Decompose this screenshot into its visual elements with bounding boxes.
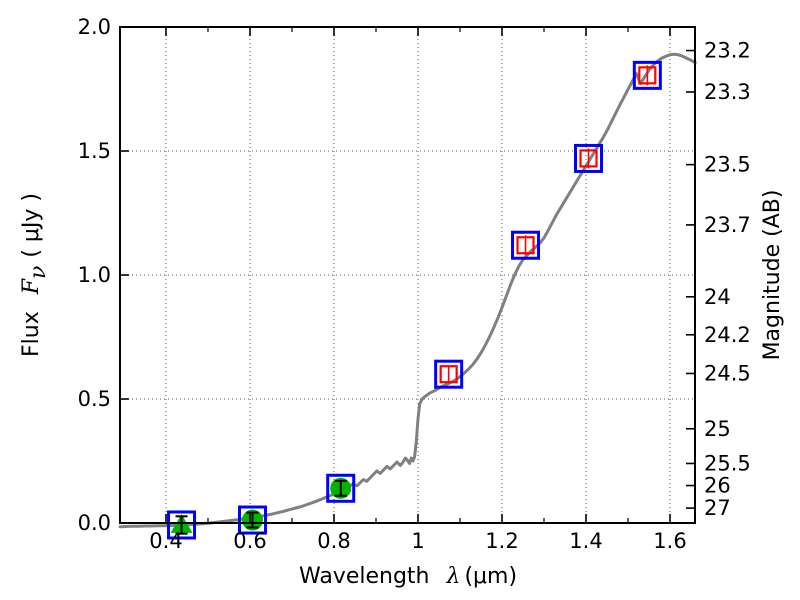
y-left-title-nu: ν	[26, 266, 51, 279]
y-tick-label-right: 23.3	[704, 80, 751, 104]
y-tick-label-right: 23.2	[704, 39, 751, 63]
model-photometry-box	[632, 60, 662, 90]
model-photometry-box	[574, 143, 604, 173]
data-points-layer	[167, 60, 662, 540]
x-axis-title: Wavelength λ (μm)	[299, 564, 517, 589]
y-left-title-word: Flux	[19, 311, 44, 357]
y-tick-label-left: 2.0	[78, 15, 111, 39]
y-tick-label-right: 25.5	[704, 451, 751, 475]
x-axis-title-word: Wavelength	[299, 564, 430, 589]
y-tick-label-right: 23.5	[704, 153, 751, 177]
y-left-title-F: F	[19, 278, 44, 295]
x-tick-label: 1.6	[653, 529, 686, 553]
y-tick-label-right: 24.2	[704, 323, 751, 347]
data-point-p3[interactable]	[326, 473, 356, 503]
y-tick-label-right: 24.5	[704, 361, 751, 385]
model-photometry-box	[511, 230, 541, 260]
y-right-axis-title-text: Magnitude (AB)	[760, 190, 785, 361]
data-point-p6[interactable]	[574, 143, 604, 173]
data-point-p5[interactable]	[511, 230, 541, 260]
x-tick-label: 0.6	[233, 529, 266, 553]
grid-lines	[120, 27, 695, 523]
data-point-p2[interactable]	[238, 505, 268, 535]
y-tick-label-right: 24	[704, 285, 731, 309]
x-tick-label: 1.2	[485, 529, 518, 553]
model-photometry-box	[167, 510, 197, 540]
y-tick-label-left: 1.0	[78, 263, 111, 287]
data-point-p4[interactable]	[434, 359, 464, 389]
y-tick-label-left: 0.0	[78, 511, 111, 535]
axis-ticks	[120, 26, 695, 524]
y-tick-label-right: 25	[704, 417, 731, 441]
x-tick-label: 0.8	[317, 529, 350, 553]
y-tick-label-left: 1.5	[78, 139, 111, 163]
y-right-axis-title: Magnitude (AB)	[760, 190, 785, 361]
y-left-title-unit: ( μJy )	[19, 193, 44, 258]
x-tick-label: 0.4	[149, 529, 182, 553]
y-left-axis-title: Flux Fν ( μJy )	[19, 193, 51, 357]
y-left-axis-title-text: Flux Fν ( μJy )	[19, 193, 51, 357]
y-tick-label-right: 23.7	[704, 213, 751, 237]
model-photometry-box	[326, 473, 356, 503]
x-axis-title-text: Wavelength λ (μm)	[299, 564, 517, 589]
y-tick-label-left: 0.5	[78, 387, 111, 411]
x-axis-title-lambda: λ	[445, 564, 460, 589]
axis-tick-labels: 0.4 0.6 0.8 1 1.2 1.4 1.6 0.0 0.5 1.0 1.5 2.0 23.2 23…	[78, 15, 751, 553]
model-photometry-box	[434, 359, 464, 389]
plot-area	[118, 52, 697, 540]
x-tick-label: 1.4	[569, 529, 602, 553]
x-tick-label: 1	[411, 529, 424, 553]
y-tick-label-right: 27	[704, 496, 731, 520]
data-point-p7[interactable]	[632, 60, 662, 90]
x-axis-title-unit: (μm)	[464, 564, 517, 589]
model-photometry-box	[238, 505, 268, 535]
y-tick-label-right: 26	[704, 474, 731, 498]
